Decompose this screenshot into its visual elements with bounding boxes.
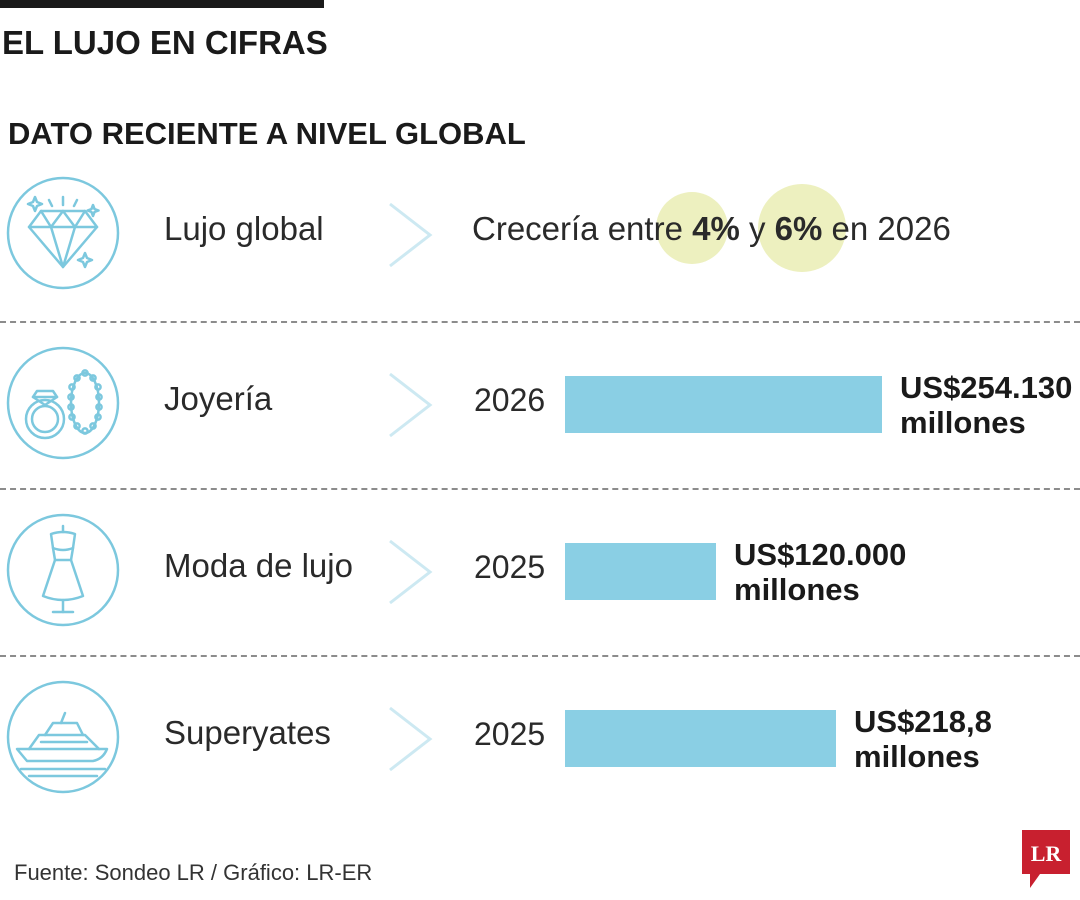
- row-superyates: Superyates 2025 US$218,8 millones: [0, 674, 1080, 841]
- yacht-icon: [5, 679, 121, 795]
- value-unit: millones: [734, 572, 860, 607]
- growth-text-before: Crecería entre: [472, 210, 683, 247]
- row-moda-de-lujo: Moda de lujo 2025 US$120.000 millones: [0, 507, 1080, 674]
- year-label: 2025: [474, 549, 546, 585]
- growth-low-value: 4%: [692, 210, 740, 247]
- growth-text-after: en 2026: [831, 210, 951, 247]
- value-unit: millones: [900, 405, 1026, 440]
- chevron-right-icon: [386, 200, 436, 270]
- bar-superyates: [565, 710, 836, 767]
- growth-connector: y: [748, 210, 766, 247]
- category-label: Moda de lujo: [164, 547, 353, 584]
- bar-moda-de-lujo: [565, 543, 716, 600]
- page-subtitle: DATO RECIENTE A NIVEL GLOBAL: [8, 116, 526, 151]
- row-divider: [0, 488, 1080, 490]
- chevron-right-icon: [386, 704, 436, 774]
- ring-necklace-icon: [5, 345, 121, 461]
- value-label: US$218,8 millones: [854, 704, 992, 774]
- year-label: 2026: [474, 382, 546, 418]
- row-divider: [0, 321, 1080, 323]
- top-accent-bar: [0, 0, 324, 8]
- category-label: Superyates: [164, 714, 331, 751]
- row-divider: [0, 655, 1080, 657]
- value-amount: US$218,8: [854, 704, 992, 739]
- growth-sentence: Crecería entre 4% y 6% en 2026: [472, 210, 951, 248]
- page-title: EL LUJO EN CIFRAS: [2, 24, 328, 61]
- value-label: US$254.130 millones: [900, 370, 1072, 440]
- bar-joyeria: [565, 376, 882, 433]
- row-joyeria: Joyería 2026 US$254.130 millones: [0, 340, 1080, 507]
- lr-logo: LR: [1022, 830, 1070, 888]
- value-unit: millones: [854, 739, 980, 774]
- year-label: 2025: [474, 716, 546, 752]
- chevron-right-icon: [386, 370, 436, 440]
- value-label: US$120.000 millones: [734, 537, 906, 607]
- diamond-icon: [5, 175, 121, 291]
- svg-text:LR: LR: [1031, 841, 1063, 866]
- category-label: Joyería: [164, 380, 273, 417]
- dress-icon: [5, 512, 121, 628]
- growth-high-value: 6%: [774, 210, 823, 247]
- highlight-circle-low: [656, 192, 728, 264]
- source-note: Fuente: Sondeo LR / Gráfico: LR-ER: [14, 860, 373, 885]
- highlight-circle-high: [758, 184, 846, 272]
- chevron-right-icon: [386, 537, 436, 607]
- row-lujo-global: Lujo global Crecería entre 4% y 6% en 20…: [0, 170, 1080, 337]
- category-label: Lujo global: [164, 210, 324, 247]
- value-amount: US$254.130: [900, 370, 1073, 405]
- value-amount: US$120.000: [734, 537, 907, 572]
